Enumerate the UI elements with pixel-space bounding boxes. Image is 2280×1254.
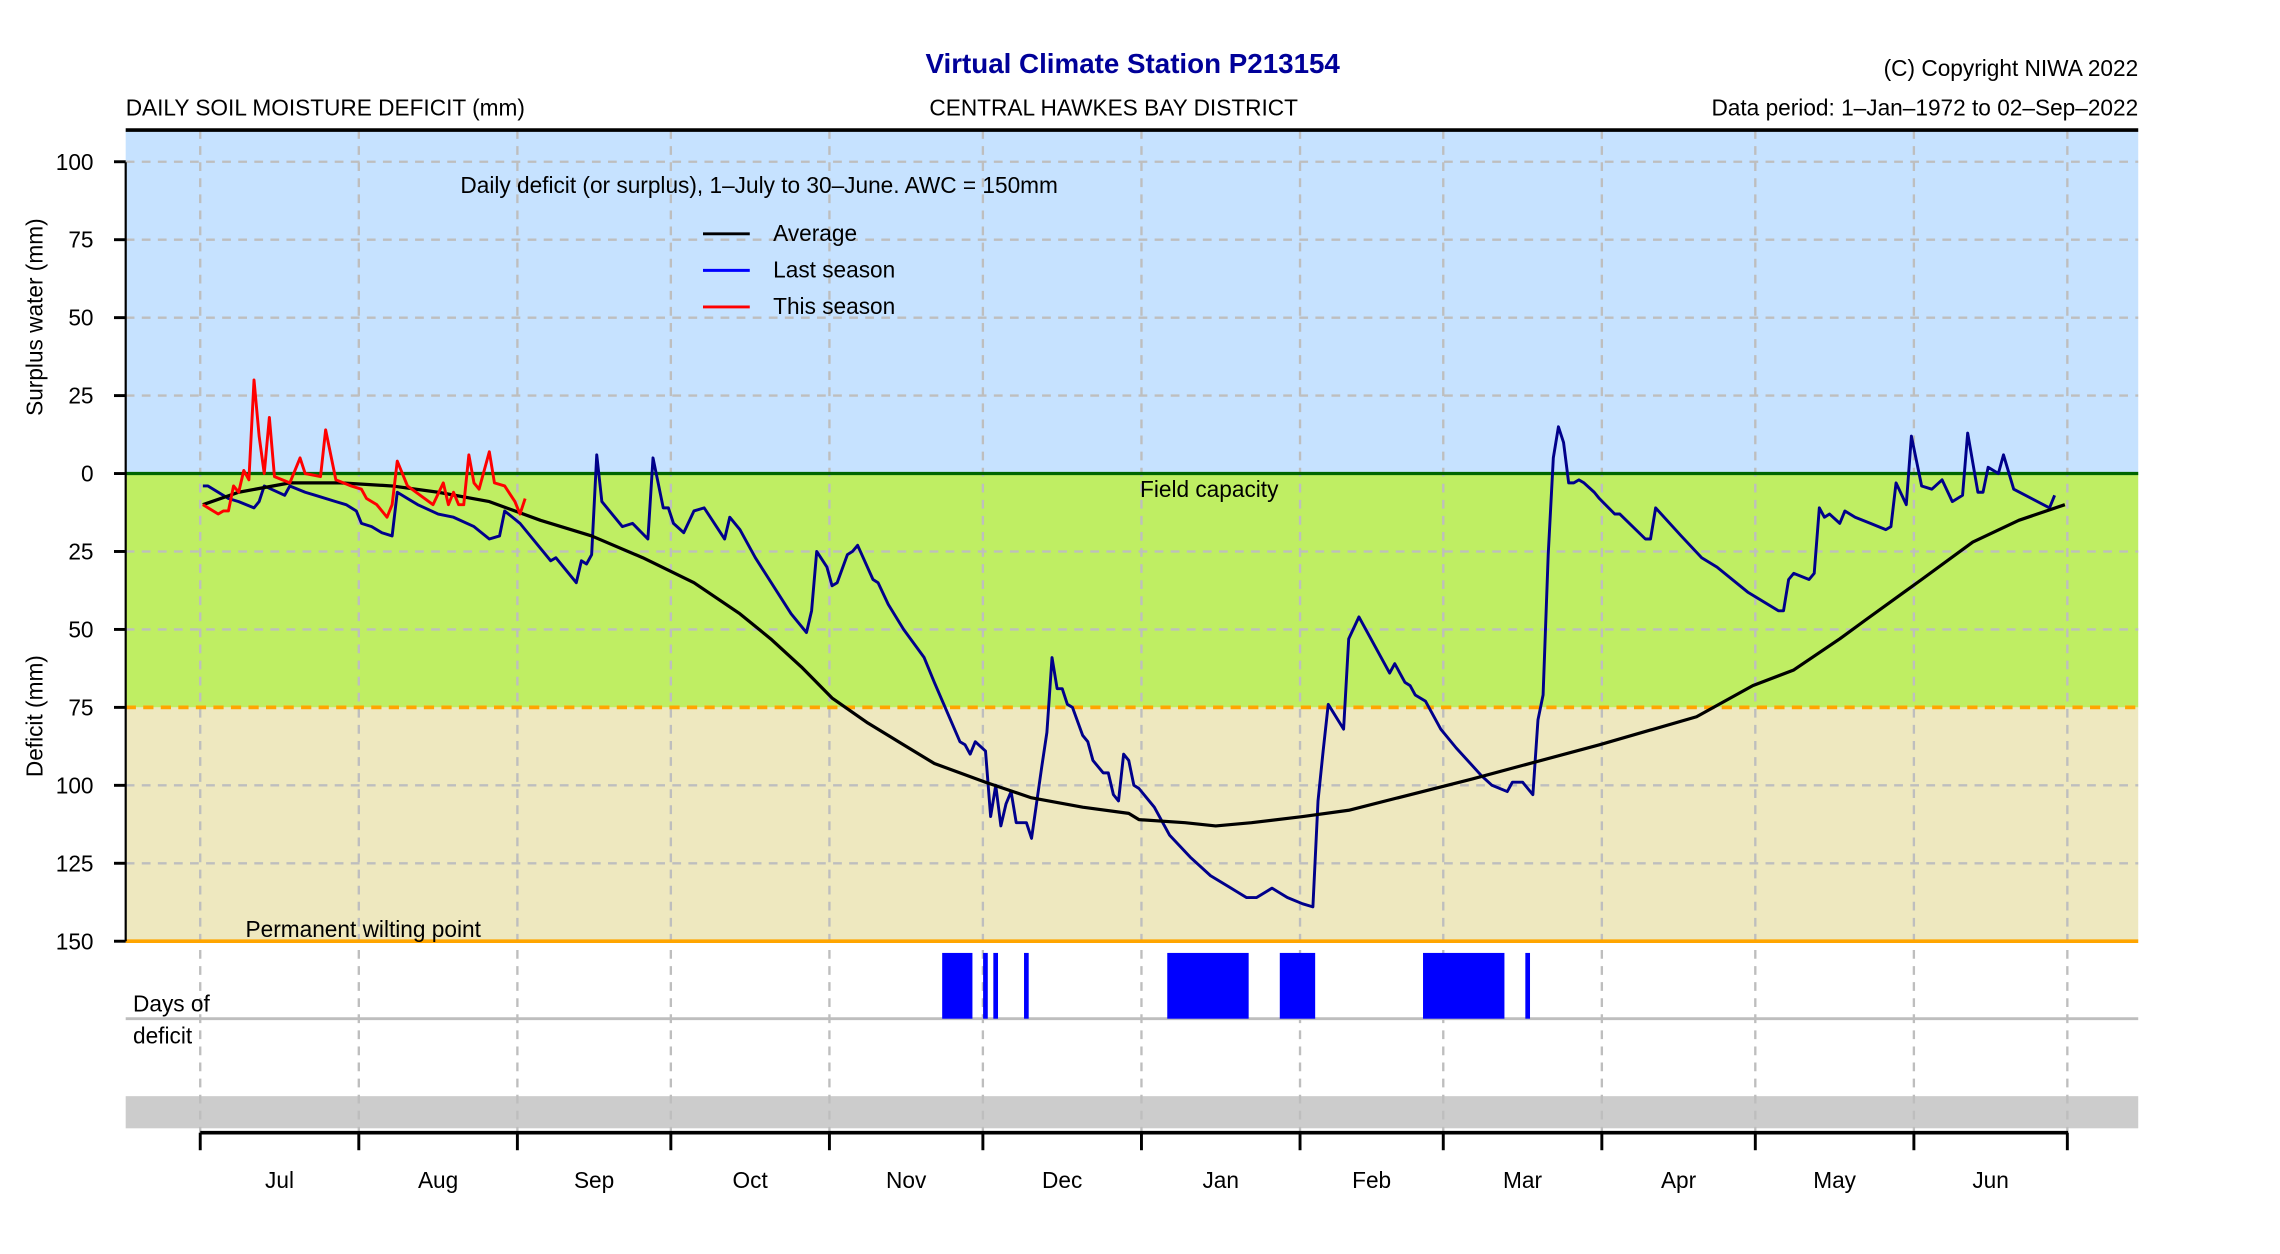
x-month-label: Dec [1042,1167,1082,1193]
y-axis-label-surplus: Surplus water (mm) [21,218,47,416]
deficit-day-bar [1525,952,1531,1019]
x-month-label: Sep [574,1167,614,1193]
data-period: Data period: 1–Jan–1972 to 02–Sep–2022 [1711,94,2138,120]
x-month-label: Apr [1661,1167,1697,1193]
days-of-deficit-label-2: deficit [133,1023,193,1049]
copyright: (C) Copyright NIWA 2022 [1884,55,2139,81]
x-axis-ticks: Jul Aug Sep Oct Nov Dec Jan Feb Mar Apr May Jun [198,1132,2069,1193]
x-month-label: Mar [1503,1167,1542,1193]
y-tick-label: 150 [56,928,94,954]
y-tick-label: 75 [68,694,93,720]
district-label: CENTRAL HAWKES BAY DISTRICT [929,94,1298,120]
deficit-day-bar [1024,952,1029,1019]
series-line-this-season [202,378,527,519]
legend: Average Last season This season [703,220,895,319]
y-tick-label: 100 [56,149,94,175]
deficit-day-bar [1167,952,1249,1019]
y-tick-label: 25 [68,539,93,565]
field-capacity-label: Field capacity [1140,476,1279,502]
zones [125,130,2139,942]
deficit-day-bar [1279,952,1316,1019]
zone-surplus [125,130,2139,474]
series-line-average [202,481,2066,828]
series-lines [202,378,2066,909]
x-month-label: Oct [733,1167,769,1193]
days-of-deficit-bars [942,952,1531,1019]
wilting-point-label: Permanent wilting point [246,916,482,942]
zone-dry [125,707,2139,942]
y-tick-label: 0 [81,461,94,487]
legend-label-last-season: Last season [773,257,895,283]
left-label: DAILY SOIL MOISTURE DEFICIT (mm) [126,94,525,120]
reference-lines [125,471,2139,944]
deficit-day-bar [993,952,999,1019]
x-month-label: Jul [265,1167,294,1193]
days-of-deficit-label-1: Days of [133,990,210,1016]
x-month-label: Aug [418,1167,458,1193]
deficit-day-bar [942,952,973,1019]
gridlines [125,130,2139,1133]
y-tick-label: 50 [68,305,93,331]
legend-label-this-season: This season [773,293,895,319]
zone-field [125,473,2139,708]
deficit-day-bar [983,952,988,1019]
y-axis-label-deficit: Deficit (mm) [21,655,47,777]
deficit-strip-background [125,941,2139,1019]
y-axis-ticks: 100 75 50 25 0 25 50 75 100 125 150 [56,149,126,954]
x-month-label: May [1813,1167,1856,1193]
bottom-gray-band [125,1096,2139,1129]
x-month-label: Feb [1352,1167,1391,1193]
x-month-label: Nov [886,1167,927,1193]
x-month-label: Jan [1202,1167,1239,1193]
y-tick-label: 25 [68,383,93,409]
y-tick-label: 100 [56,772,94,798]
legend-label-average: Average [773,220,857,246]
chart-title: Virtual Climate Station P213154 [926,48,1341,79]
y-tick-label: 50 [68,616,93,642]
deficit-day-bar [1423,952,1505,1019]
chart-subtitle: Daily deficit (or surplus), 1–July to 30… [460,172,1058,198]
y-tick-label: 75 [68,227,93,253]
x-month-label: Jun [1972,1167,2009,1193]
series-line-last-season [202,425,2056,909]
y-tick-label: 125 [56,850,94,876]
